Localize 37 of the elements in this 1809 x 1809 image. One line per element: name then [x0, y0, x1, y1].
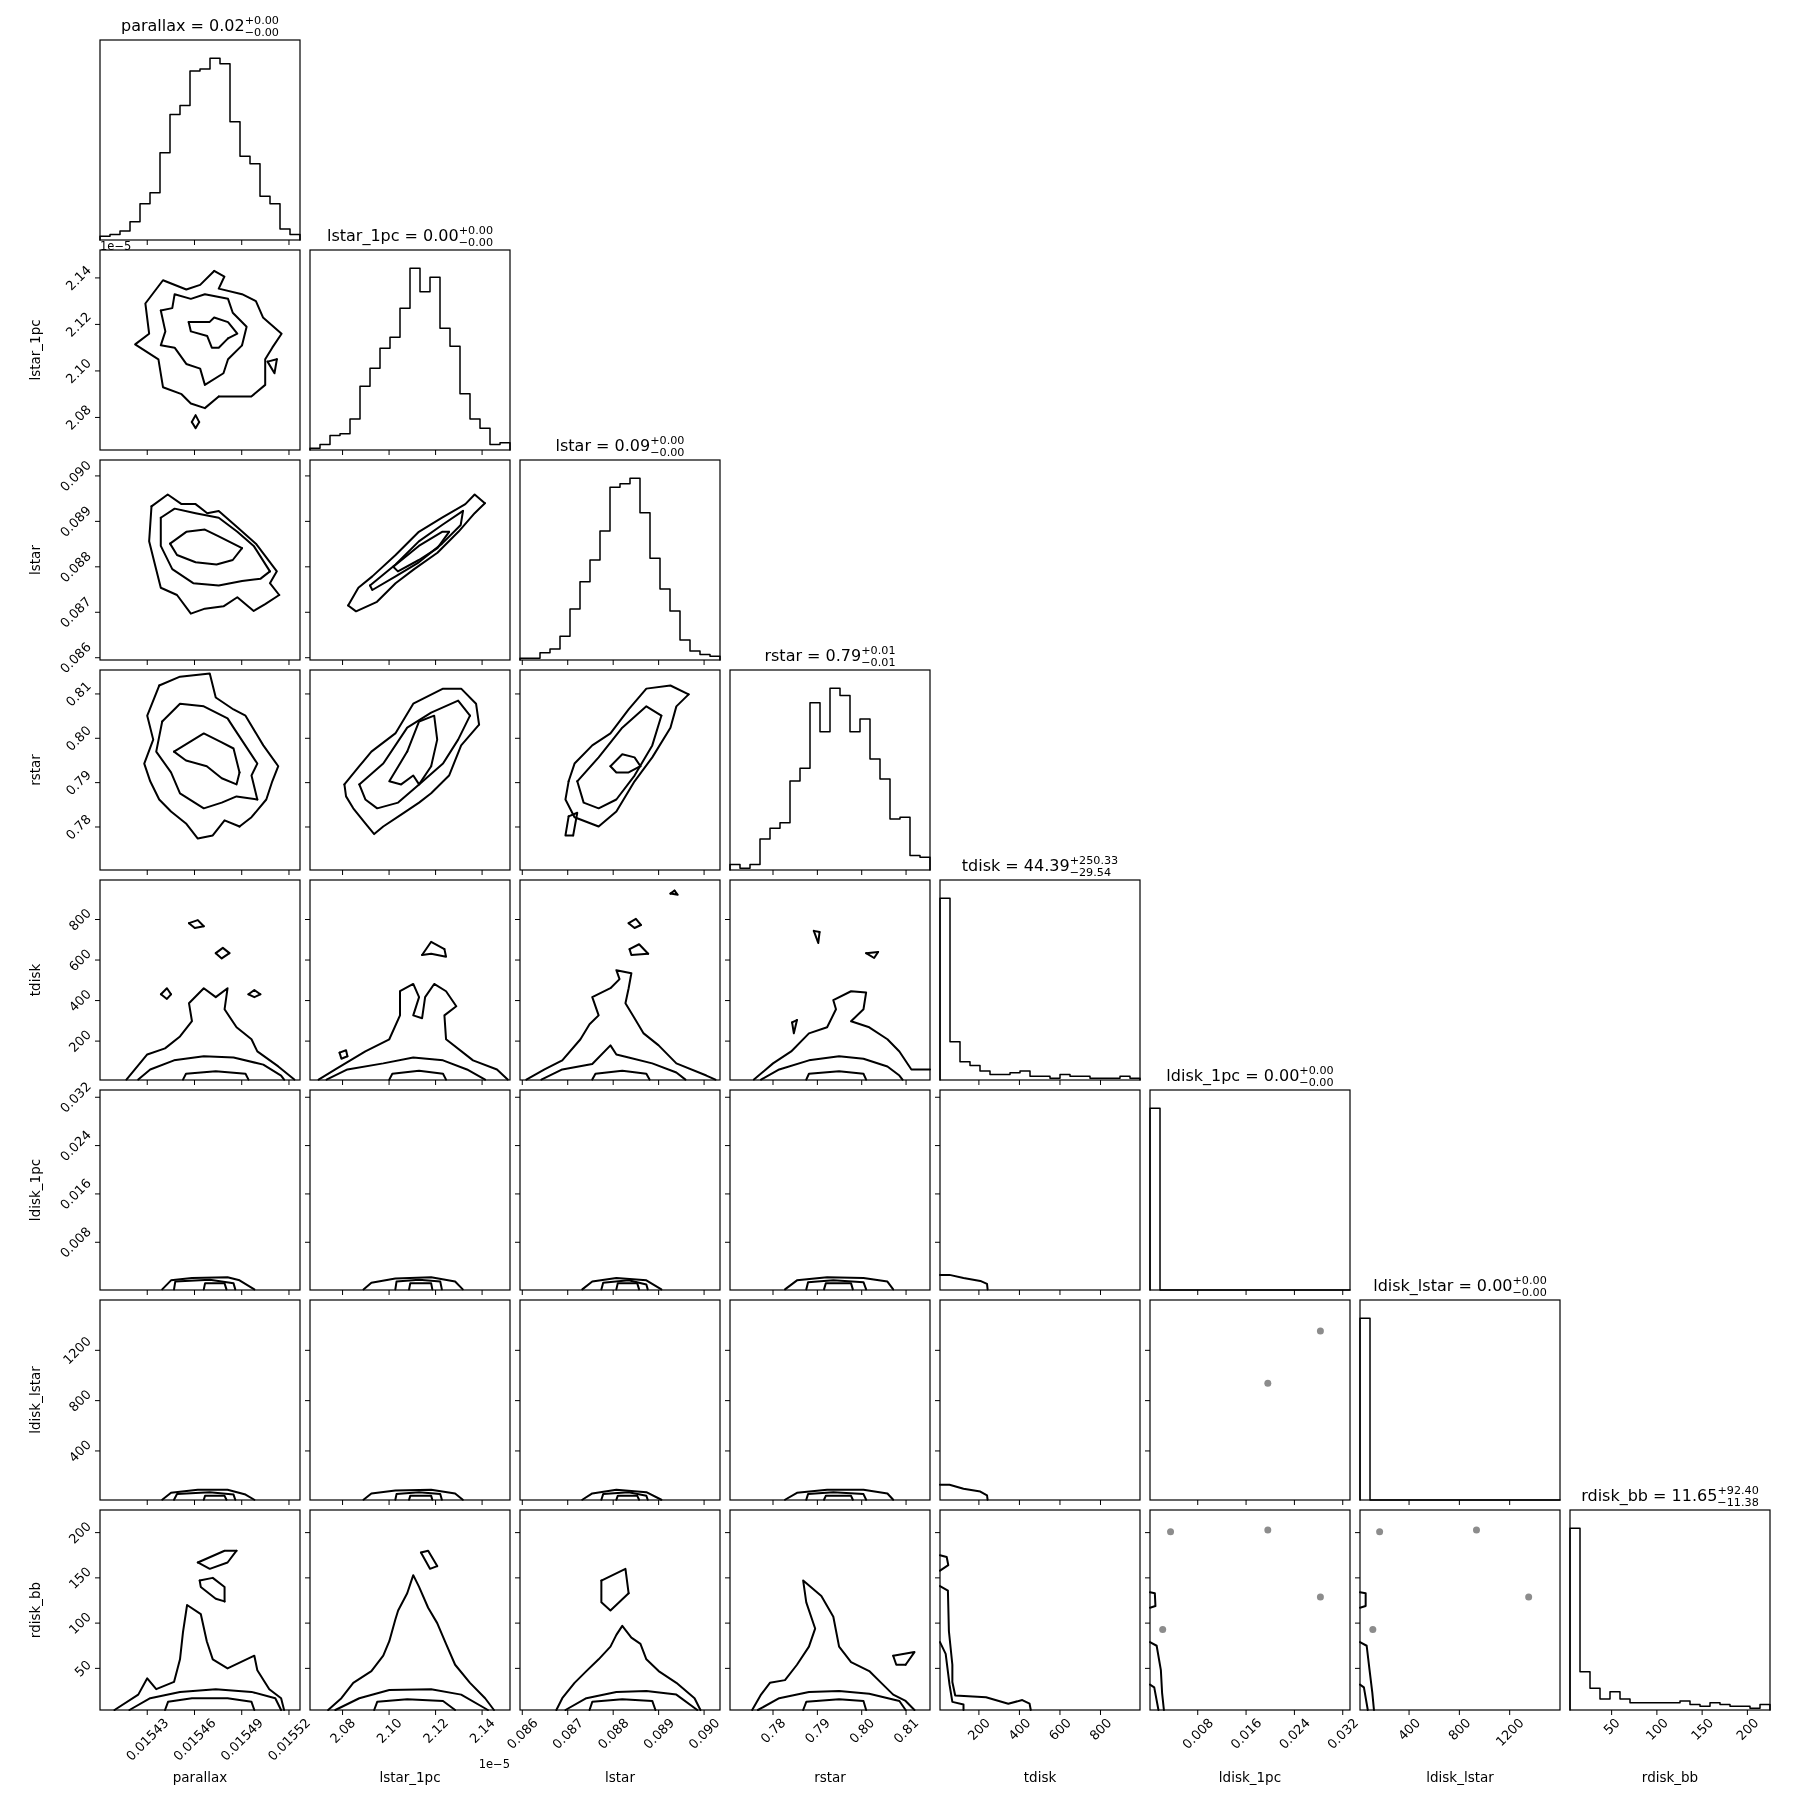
y-axis-title: lstar_1pc: [27, 319, 43, 381]
y-axis-title: rdisk_bb: [27, 1581, 43, 1639]
y-tick-label: 200: [65, 1027, 94, 1056]
x-tick-label: 200: [1733, 1715, 1762, 1744]
y-axis-title: tdisk: [27, 963, 43, 997]
y-tick-label: 400: [65, 986, 94, 1015]
x-tick-label: 400: [1005, 1715, 1034, 1744]
x-tick-label: 150: [1688, 1715, 1717, 1744]
y-tick-label: 400: [65, 1436, 94, 1466]
y-tick-label: 800: [65, 1386, 94, 1415]
y-tick-label: 50: [71, 1657, 94, 1680]
y-tick-label: 600: [65, 945, 94, 975]
y-axis-title: ldisk_lstar: [27, 1365, 43, 1434]
annotation: 1e−5: [100, 238, 132, 253]
x-tick-label: 400: [1394, 1715, 1424, 1744]
text: 1e−5: [478, 1757, 510, 1771]
x-tick-label: 200: [964, 1715, 993, 1744]
y-axis-title: ldisk_1pc: [27, 1158, 43, 1222]
x-tick-label: 800: [1445, 1715, 1474, 1744]
x-tick-label: 50: [1600, 1715, 1623, 1738]
x-tick-label: 100: [1642, 1715, 1671, 1744]
y-tick-label: 150: [65, 1563, 94, 1592]
x-tick-label: 600: [1045, 1715, 1075, 1744]
y-axis-title: lstar: [27, 544, 43, 575]
x-axis-title: tdisk: [1023, 1769, 1057, 1785]
y-tick-label: 800: [65, 905, 94, 934]
x-axis-title: lstar: [605, 1769, 636, 1785]
x-axis-title: rstar: [814, 1769, 847, 1785]
x-axis-title: ldisk_1pc: [1218, 1769, 1282, 1785]
y-axis-title: rstar: [27, 753, 43, 786]
x-axis-title: rdisk_bb: [1641, 1769, 1699, 1785]
x-tick-label: 800: [1086, 1715, 1115, 1744]
y-tick-label: 100: [65, 1609, 94, 1638]
x-axis-title: lstar_1pc: [379, 1769, 441, 1785]
x-axis-title: ldisk_lstar: [1426, 1769, 1495, 1785]
x-axis-title: parallax: [172, 1769, 228, 1785]
y-tick-label: 200: [65, 1518, 94, 1547]
